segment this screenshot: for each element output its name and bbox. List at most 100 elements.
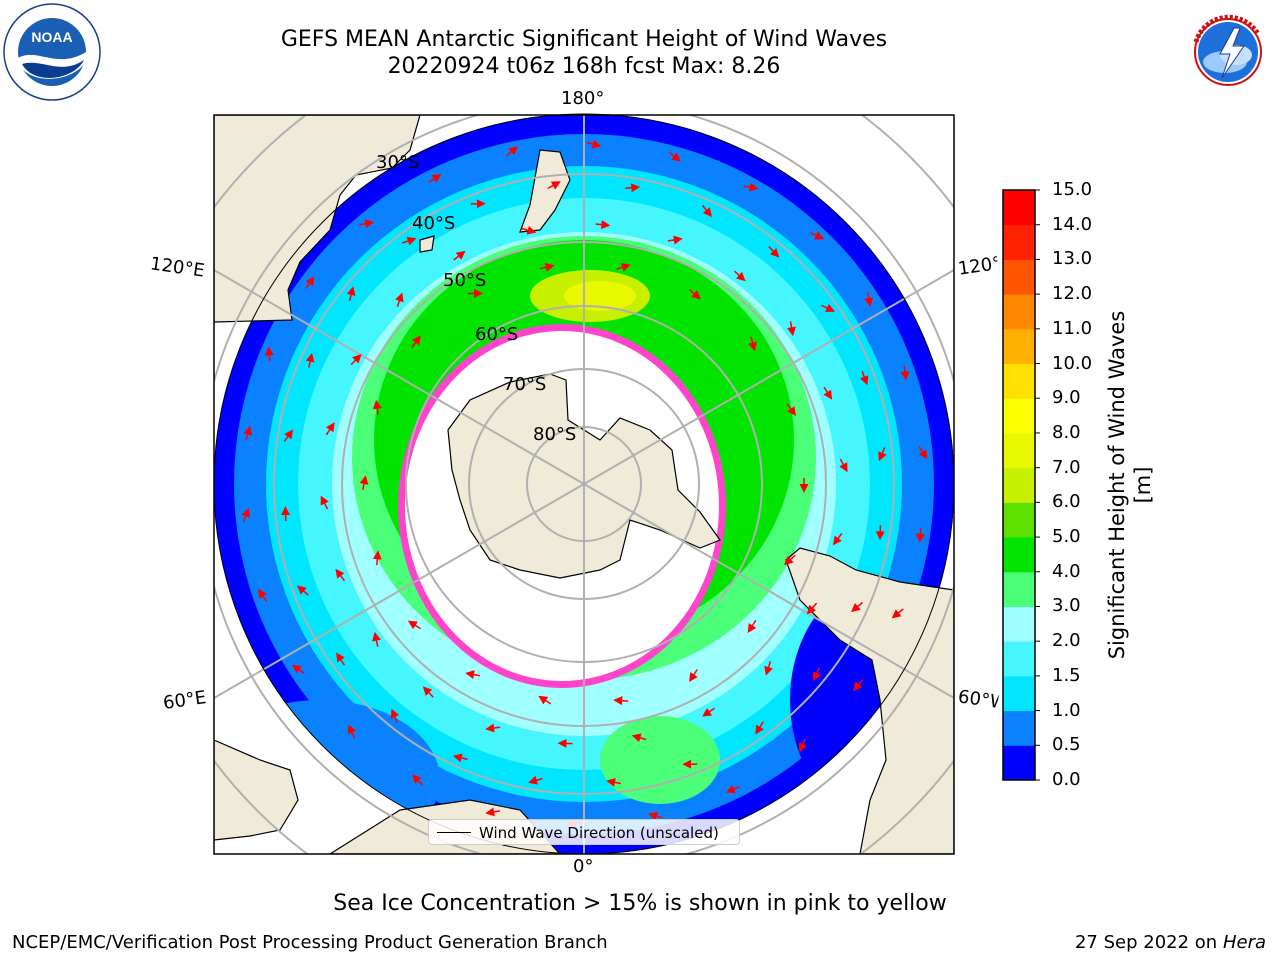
wave-direction-arrow [852, 679, 864, 692]
wave-direction-arrow [305, 352, 315, 368]
wave-direction-arrow [648, 811, 663, 821]
wave-direction-arrow [346, 286, 356, 301]
colorbar-tick-label: 7.0 [1052, 456, 1081, 478]
colorbar-segment [1003, 328, 1035, 365]
wave-direction-arrow [701, 204, 712, 218]
wave-direction-arrow [453, 250, 466, 261]
colorbar-segment [1003, 571, 1035, 607]
wave-direction-arrow [521, 225, 537, 235]
wave-direction-arrow [359, 219, 375, 229]
wave-direction-arrow [243, 425, 252, 441]
wave-direction-arrow [506, 146, 519, 157]
wave-direction-arrow [465, 670, 481, 679]
colorbar-tick-label: 13.0 [1052, 248, 1093, 270]
wave-direction-arrow [743, 182, 759, 192]
colorbar-tick-label: 8.0 [1052, 421, 1081, 443]
colorbar-tick-label: 3.0 [1052, 595, 1081, 617]
wave-direction-arrow [891, 608, 904, 619]
wave-direction-arrow [485, 807, 501, 817]
wave-direction-arrow [485, 723, 501, 733]
wave-direction-arrow [823, 386, 833, 400]
noaa-logo-text: NOAA [31, 29, 72, 45]
colorbar-segment [1003, 467, 1035, 503]
wave-direction-arrow [787, 321, 796, 337]
colorbar-segment [1003, 641, 1035, 677]
wave-direction-arrow [372, 631, 381, 647]
colorbar-tick-label: 5.0 [1052, 526, 1081, 548]
colorbar-tick-label: 12.0 [1052, 283, 1093, 305]
wave-direction-arrow [452, 753, 468, 763]
wave-direction-arrow [606, 777, 622, 787]
wave-direction-arrow [395, 292, 404, 307]
colorbar-tick-label: 0.0 [1052, 769, 1081, 790]
wave-direction-arrow [283, 429, 294, 443]
wave-direction-arrow [296, 585, 309, 596]
colorbar-segment [1003, 259, 1035, 295]
wave-direction-arrow [733, 270, 746, 282]
colorbar-segment [1003, 224, 1035, 260]
wave-direction-arrow [764, 661, 773, 676]
wave-direction-arrow [291, 664, 305, 674]
nws-logo-icon [1180, 4, 1276, 100]
lon-label-0: 0° [573, 856, 594, 877]
colorbar [1002, 189, 1040, 781]
legend-label: Wind Wave Direction (unscaled) [479, 824, 719, 842]
wave-direction-arrow [839, 458, 848, 473]
wave-direction-arrow [320, 495, 329, 510]
wave-direction-arrow [335, 568, 345, 582]
wind-wave-direction-arrows [241, 139, 928, 829]
colorbar-tick-label: 6.0 [1052, 491, 1081, 513]
wave-direction-arrow [359, 475, 369, 491]
wave-direction-arrow [390, 708, 400, 723]
map-frame [213, 114, 955, 855]
wave-direction-arrow [755, 721, 764, 735]
wave-direction-arrow [528, 775, 543, 785]
noaa-logo-icon: NOAA [3, 3, 101, 101]
wave-direction-arrow [613, 696, 629, 706]
lat-label-40s: 40°S [412, 213, 456, 234]
wave-direction-arrow [372, 550, 382, 566]
wave-direction-arrow [821, 303, 836, 312]
wave-direction-arrow [616, 263, 631, 272]
wave-direction-arrow [806, 602, 818, 615]
wave-direction-arrow [689, 669, 698, 683]
lon-label-180: 180° [561, 88, 605, 109]
wave-direction-arrow [783, 554, 796, 566]
footer-host: Hera [1222, 932, 1266, 953]
wave-direction-arrow [325, 422, 335, 436]
lat-label-50s: 50°S [443, 270, 487, 291]
colorbar-segment [1003, 502, 1035, 538]
wave-direction-arrow [915, 527, 925, 543]
colorbar-segment [1003, 675, 1035, 712]
wave-direction-arrow [350, 353, 362, 366]
wave-direction-arrow [768, 246, 780, 258]
colorbar-segment [1003, 432, 1035, 469]
wave-direction-arrow [264, 346, 274, 362]
colorbar-tick-label: 9.0 [1052, 387, 1081, 409]
wave-direction-arrow [864, 292, 874, 308]
colorbar-segment [1003, 745, 1035, 781]
colorbar-tick-label: 1.0 [1052, 699, 1081, 721]
colorbar-tick-label: 14.0 [1052, 213, 1093, 235]
wave-direction-arrow [786, 403, 797, 417]
map-legend: Wind Wave Direction (unscaled) [428, 819, 740, 845]
footer-date: 27 Sep 2022 on Hera [1075, 932, 1266, 953]
wave-direction-arrow [878, 447, 887, 462]
colorbar-label: Significant Height of Wind Waves [m] [1105, 310, 1155, 660]
wave-direction-arrow [900, 365, 910, 381]
wave-direction-arrow [348, 724, 357, 739]
colorbar-segment [1003, 537, 1035, 573]
colorbar-tick-label: 2.0 [1052, 630, 1081, 652]
wave-direction-arrow [688, 289, 701, 300]
wave-direction-arrow [428, 174, 442, 183]
wave-direction-arrow [812, 667, 822, 682]
footer-credit: NCEP/EMC/Verification Post Processing Pr… [12, 932, 608, 953]
wave-direction-arrow [810, 231, 825, 240]
wave-direction-arrow [748, 336, 757, 352]
wave-direction-arrow [412, 774, 423, 786]
wave-direction-arrow [401, 236, 417, 246]
wave-direction-arrow [258, 588, 268, 602]
wave-direction-arrow [667, 235, 683, 245]
wave-direction-arrow [422, 686, 434, 698]
